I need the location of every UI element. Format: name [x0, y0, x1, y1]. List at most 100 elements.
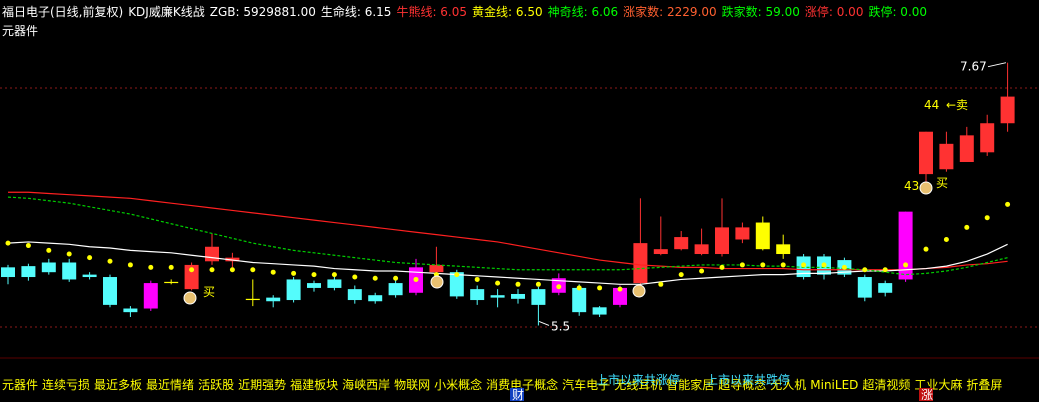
concept-tag: 超导概念 — [718, 377, 766, 392]
indicator-dot — [882, 267, 888, 273]
indicator-dot — [25, 243, 31, 249]
header-item: 神奇线: 6.06 — [547, 5, 619, 19]
moving-average — [7, 241, 1008, 285]
candle-body — [653, 249, 668, 255]
indicator-dot — [372, 275, 378, 281]
indicator-dot — [229, 267, 235, 273]
candle-body — [919, 131, 933, 175]
indicator-dot — [760, 262, 766, 268]
indicator-dot — [1005, 201, 1011, 207]
high-arrow — [987, 62, 1007, 68]
candle-body — [878, 283, 893, 293]
indicator-dot — [107, 258, 113, 264]
header-item: 跌停: 0.00 — [868, 5, 928, 19]
indicator-dot — [454, 272, 460, 278]
indicator-dot — [66, 251, 72, 257]
indicator-dot — [148, 264, 154, 270]
concept-tag: 福建板块 — [290, 377, 338, 392]
indicator-dot — [678, 272, 684, 278]
indicator-dot — [413, 276, 419, 282]
candle-body — [103, 277, 117, 305]
concept-tag: 智能家居 — [666, 377, 714, 392]
moving-average — [8, 191, 1008, 271]
concept-tag: 最近情绪 — [146, 378, 194, 392]
indicator-dot — [862, 267, 868, 273]
high-label: 7.67 — [960, 60, 987, 74]
header-item: KDJ威廉K线战 — [128, 5, 205, 19]
concept-tag: 超清视频 — [862, 377, 910, 392]
candle-body — [205, 246, 219, 262]
concept-tag: 连续亏损 — [42, 377, 90, 392]
concept-tag: 元器件 — [2, 378, 38, 392]
indicator-dot — [474, 276, 480, 282]
badge — [510, 388, 524, 401]
indicator-dot — [719, 264, 725, 270]
candle-body — [143, 283, 158, 309]
candle-body — [266, 297, 281, 302]
indicator-dot — [964, 224, 970, 230]
annotation: 44 — [924, 98, 939, 112]
concept-tag: 最近多板 — [94, 378, 142, 392]
subtitle: 元器件 — [2, 24, 39, 38]
header-item: ZGB: 5929881.00 — [209, 5, 316, 19]
concept-tag: 小米概念 — [434, 377, 482, 392]
header-item: 涨家数: 2229.00 — [623, 5, 717, 19]
candle-body — [21, 266, 36, 278]
candle-body — [898, 211, 913, 280]
annotation: 买 — [203, 285, 215, 299]
header-item: 福日电子(日线,前复权) — [2, 5, 124, 19]
signal-coin — [430, 275, 444, 289]
indicator-dot — [739, 262, 745, 268]
indicator-dot — [699, 268, 705, 274]
candle-body — [939, 143, 954, 170]
overlay-label: 财 — [512, 388, 524, 402]
candle-body — [776, 244, 791, 255]
header-item: 跌家数: 59.00 — [721, 5, 800, 19]
concept-tag: 活跃股 — [198, 378, 234, 392]
indicator-dot — [780, 262, 786, 268]
candle-body — [470, 289, 485, 301]
candle-body — [184, 264, 199, 290]
indicator-dot — [923, 246, 929, 252]
grid-decoration — [0, 87, 1039, 328]
concept-tag: 海峡西岸 — [342, 377, 390, 392]
header-item: 牛熊线: 6.05 — [396, 5, 468, 19]
header-item: 涨停: 0.00 — [804, 5, 864, 19]
indicator-dot — [556, 284, 562, 290]
signal-coin — [183, 291, 197, 305]
candle-body — [694, 244, 709, 255]
indicator-dot — [535, 281, 541, 287]
indicator-dot — [658, 281, 664, 287]
indicator-dot — [270, 269, 276, 275]
candle-body — [123, 308, 138, 313]
overlay-label: 涨 — [921, 387, 933, 402]
indicator-dot — [984, 215, 990, 221]
candle-body — [225, 257, 240, 262]
candle-body — [715, 227, 729, 255]
candle-body — [368, 295, 383, 302]
overlay-label: 上市以来共涨停 — [596, 372, 680, 387]
indicator-dot — [515, 281, 521, 287]
indicator-dot — [352, 274, 358, 280]
indicator-dot — [393, 275, 399, 281]
candle-body — [347, 289, 362, 301]
overlay-label: 上市以来共跌停 — [706, 372, 790, 387]
indicator-dot — [250, 267, 256, 273]
candle-body — [490, 295, 505, 298]
header-item: 生命线: 6.15 — [320, 5, 392, 19]
low-arrow — [538, 321, 550, 326]
candle-body — [41, 262, 56, 273]
candle-body — [531, 289, 546, 305]
low-label: 5.5 — [551, 319, 570, 333]
concept-tag: 折叠屏 — [966, 377, 1002, 392]
indicator-dot — [5, 240, 11, 246]
candle-body — [674, 237, 689, 250]
candle-body — [1000, 96, 1015, 124]
moving-average — [7, 196, 1008, 276]
badge — [919, 388, 933, 401]
header: 福日电子(日线,前复权) KDJ威廉K线战 ZGB: 5929881.00 生命线: … — [2, 3, 932, 20]
candle-body — [307, 283, 321, 288]
candle-body — [388, 283, 403, 296]
